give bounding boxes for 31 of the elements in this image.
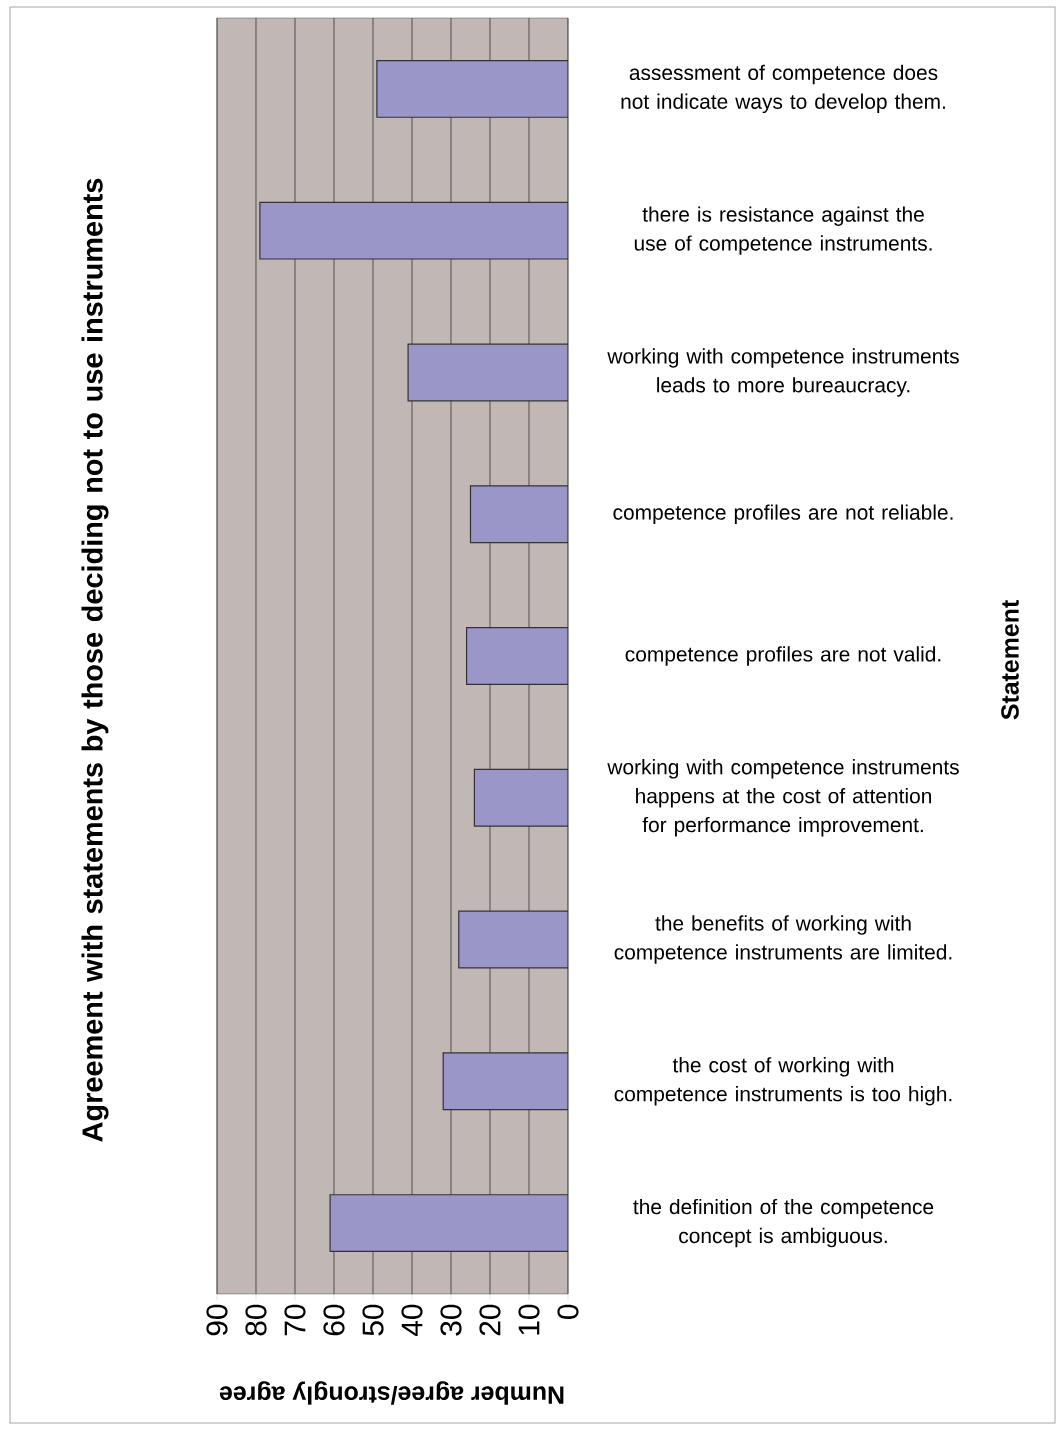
bar bbox=[376, 59, 568, 118]
x-tick-label: 50 bbox=[362, 1304, 384, 1336]
x-tick-label: 0 bbox=[557, 1304, 579, 1319]
y-tick-label: working with competence instruments leads to more bureaucracy. bbox=[607, 348, 959, 397]
text: Agreement with statements by those deciding not to use instruments bbox=[81, 178, 109, 1142]
y-tick-label: the benefits of working with competence instruments are limited. bbox=[614, 915, 952, 964]
x-tick-label: 20 bbox=[479, 1304, 501, 1336]
x-tick-label: 10 bbox=[518, 1304, 540, 1335]
x-tick-label: 60 bbox=[323, 1304, 345, 1336]
y-tick-label: the cost of working with competence instruments is too high. bbox=[614, 1057, 952, 1106]
bar bbox=[407, 343, 568, 402]
bar bbox=[442, 1052, 568, 1111]
bar bbox=[259, 201, 568, 260]
x-tick-label: 30 bbox=[440, 1304, 462, 1336]
y-tick-label: working with competence instruments happens at the cost of attention for performance improvement. bbox=[607, 759, 959, 837]
bar bbox=[469, 485, 568, 544]
y-tick-label: competence profiles are not valid. bbox=[625, 646, 941, 666]
x-tick-label: 80 bbox=[245, 1304, 267, 1336]
y-axis-title: Statement bbox=[1001, 600, 1019, 720]
bar bbox=[465, 627, 568, 685]
bar bbox=[458, 910, 568, 969]
x-tick-label: 70 bbox=[284, 1304, 306, 1336]
x-tick-label: 90 bbox=[206, 1304, 228, 1336]
y-tick-label: assessment of competence does not indicate ways to develop them. bbox=[621, 64, 945, 114]
y-tick-label: the definition of the competence concept is ambiguous. bbox=[633, 1198, 934, 1248]
y-tick-label: competence profiles are not reliable. bbox=[613, 504, 953, 524]
x-axis-title: Number agree/strongly agree bbox=[219, 1381, 564, 1405]
bar bbox=[329, 1194, 568, 1253]
bar bbox=[473, 768, 568, 827]
y-tick-label: there is resistance against the use of competence instruments. bbox=[634, 206, 932, 255]
x-tick-label: 40 bbox=[401, 1304, 423, 1337]
